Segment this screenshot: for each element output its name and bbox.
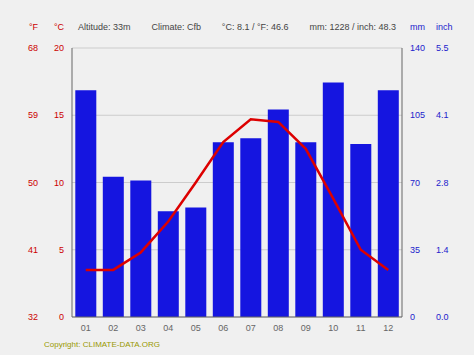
svg-text:4.1: 4.1: [436, 110, 449, 120]
html-text:°F: °F: [28, 22, 38, 32]
html-text:mm: mm: [410, 22, 425, 32]
svg-text:68: 68: [28, 43, 38, 53]
svg-text:01: 01: [81, 323, 91, 333]
svg-text:50: 50: [28, 178, 38, 188]
html-text:Climate: Cfb: Climate: Cfb: [151, 22, 201, 32]
svg-text:10: 10: [54, 178, 64, 188]
svg-text:11: 11: [356, 323, 365, 333]
svg-text:07: 07: [246, 323, 256, 333]
html-text:Altitude: 33m: Altitude: 33m: [78, 22, 131, 32]
svg-text:15: 15: [54, 110, 64, 120]
html-text:°C: °C: [53, 22, 64, 32]
svg-text:5.5: 5.5: [436, 43, 449, 53]
svg-text:41: 41: [28, 245, 38, 255]
svg-text:20: 20: [54, 43, 64, 53]
html-text:°C: 8.1 / °F: 46.6: °C: 8.1 / °F: 46.6: [221, 22, 289, 32]
svg-text:59: 59: [28, 110, 38, 120]
svg-text:32: 32: [28, 312, 38, 322]
svg-text:2.8: 2.8: [436, 178, 449, 188]
svg-text:1.4: 1.4: [436, 245, 449, 255]
svg-text:03: 03: [136, 323, 146, 333]
svg-text:70: 70: [410, 178, 420, 188]
svg-text:05: 05: [191, 323, 201, 333]
svg-text:09: 09: [301, 323, 311, 333]
svg-text:140: 140: [410, 43, 425, 53]
svg-text:0: 0: [59, 312, 64, 322]
svg-text:105: 105: [410, 110, 425, 120]
svg-text:12: 12: [383, 323, 393, 333]
svg-text:02: 02: [108, 323, 118, 333]
html-text:inch: inch: [436, 22, 453, 32]
html-text:Copyright: CLIMATE-DATA.ORG: Copyright: CLIMATE-DATA.ORG: [44, 340, 160, 349]
html-text:mm: 1228 / inch: 48.3: mm: 1228 / inch: 48.3: [309, 22, 396, 32]
svg-text:08: 08: [273, 323, 283, 333]
svg-text:0.0: 0.0: [436, 312, 449, 322]
svg-text:5: 5: [59, 245, 64, 255]
svg-text:35: 35: [410, 245, 420, 255]
svg-text:0: 0: [410, 312, 415, 322]
svg-text:04: 04: [163, 323, 173, 333]
svg-text:10: 10: [328, 323, 338, 333]
svg-text:06: 06: [218, 323, 228, 333]
